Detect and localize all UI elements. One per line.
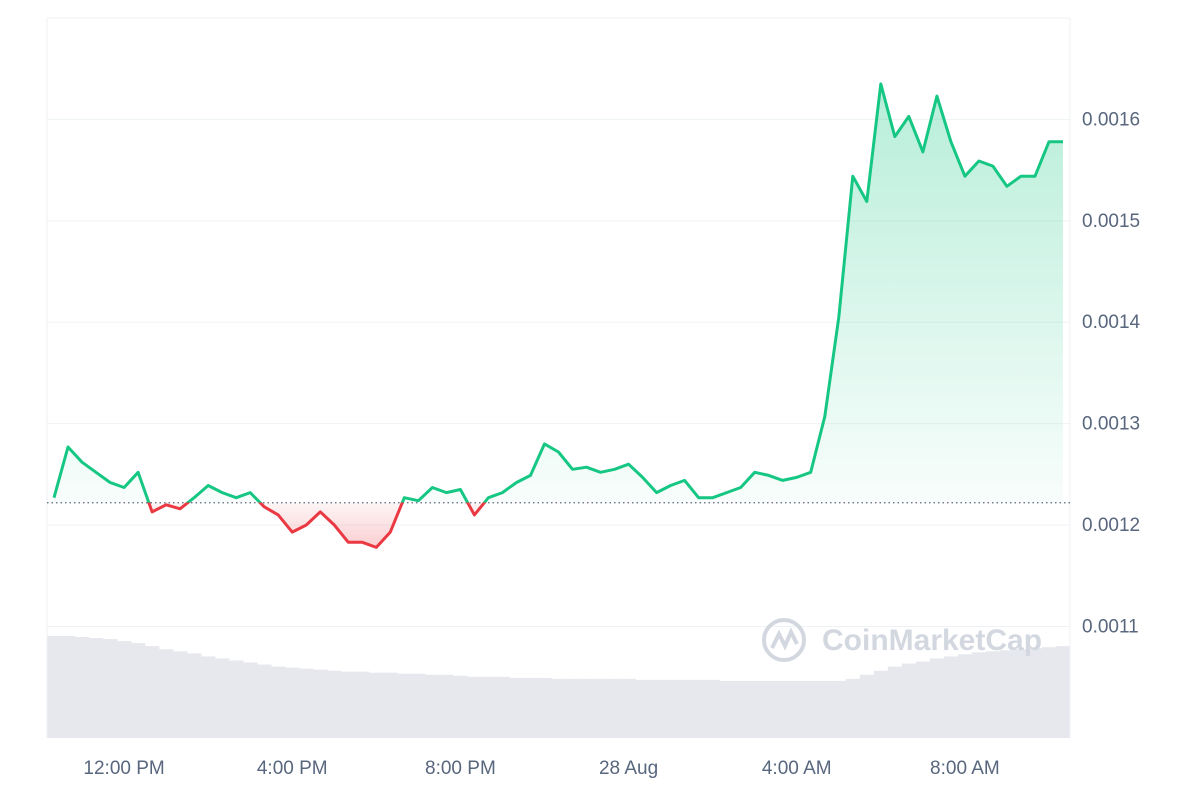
volume-bar <box>719 680 734 738</box>
volume-bar <box>887 666 903 738</box>
volume-bar <box>509 677 524 738</box>
volume-bar <box>243 662 258 738</box>
volume-bar <box>131 643 146 738</box>
volume-bar <box>89 638 104 738</box>
volume-bar <box>831 680 847 738</box>
volume-bar <box>607 678 622 738</box>
volume-bar <box>481 676 496 738</box>
volume-bar <box>761 680 777 738</box>
x-tick-label: 4:00 AM <box>762 758 832 779</box>
volume-bar <box>383 672 398 738</box>
watermark: CoinMarketCap <box>822 624 1042 657</box>
volume-bar <box>593 678 608 738</box>
volume-bar <box>75 637 90 738</box>
volume-bar <box>201 656 216 738</box>
volume-bar <box>313 669 328 738</box>
volume-bar <box>1041 647 1057 738</box>
volume-bar <box>467 676 482 738</box>
volume-bar <box>635 679 650 738</box>
volume-bar <box>551 678 566 738</box>
volume-bar <box>649 679 664 738</box>
volume-bar <box>915 661 931 738</box>
volume-bar <box>663 679 678 738</box>
x-tick-label: 28 Aug <box>599 758 658 779</box>
volume-bar <box>159 649 174 738</box>
volume-bar <box>775 680 791 738</box>
volume-bar <box>1027 648 1043 738</box>
y-tick-label: 0.0012 <box>1082 515 1140 536</box>
volume-bar <box>145 646 160 738</box>
volume-bar <box>439 674 454 738</box>
volume-bar <box>677 679 692 738</box>
volume-bar <box>985 651 1001 738</box>
x-tick-label: 8:00 PM <box>425 758 496 779</box>
volume-bar <box>299 668 314 738</box>
y-tick-label: 0.0014 <box>1082 312 1141 333</box>
volume-bar <box>943 656 959 738</box>
volume-bar <box>327 670 342 738</box>
volume-bar <box>565 678 580 738</box>
volume-bar <box>229 660 244 738</box>
volume-bar <box>1013 649 1029 738</box>
volume-bar <box>103 639 118 738</box>
volume-bar <box>537 677 552 738</box>
volume-bar <box>957 654 973 738</box>
volume-bar <box>523 677 538 738</box>
volume-bar <box>215 658 230 738</box>
volume-bar <box>845 678 861 738</box>
volume-bar <box>873 670 889 738</box>
x-tick-label: 12:00 PM <box>83 758 164 779</box>
volume-bar <box>495 676 510 738</box>
volume-bar <box>355 671 370 738</box>
volume-bar <box>61 636 76 738</box>
volume-bar <box>397 673 412 738</box>
volume-bar <box>929 658 945 738</box>
y-tick-label: 0.0016 <box>1082 109 1140 130</box>
volume-bar <box>453 675 468 738</box>
y-tick-label: 0.0015 <box>1082 211 1140 232</box>
volume-bar <box>411 673 426 738</box>
volume-bar <box>47 636 62 738</box>
volume-bar <box>803 680 819 738</box>
volume-bar <box>187 653 202 738</box>
volume-bar <box>999 650 1015 738</box>
volume-bar <box>285 667 300 738</box>
y-tick-label: 0.0013 <box>1082 414 1140 435</box>
volume-bar <box>341 671 356 738</box>
volume-bar <box>257 664 272 738</box>
volume-bar <box>971 652 987 738</box>
y-tick-label: 0.0011 <box>1082 616 1139 637</box>
volume-bar <box>691 679 706 738</box>
volume-bar <box>705 679 720 738</box>
watermark-logo <box>762 618 806 662</box>
volume-bar <box>817 680 833 738</box>
volume-bar <box>425 674 440 738</box>
volume-bar <box>747 680 762 738</box>
volume-bar <box>1055 646 1071 738</box>
volume-bar <box>271 666 286 738</box>
volume-bar <box>859 674 875 738</box>
price-line <box>52 82 1063 549</box>
x-tick-label: 4:00 PM <box>257 758 328 779</box>
volume-bar <box>733 680 748 738</box>
volume-bar <box>369 672 384 738</box>
volume-bar <box>901 663 917 738</box>
volume-bar <box>117 641 132 738</box>
volume-bar <box>579 678 594 738</box>
volume-bar <box>621 678 636 738</box>
price-area <box>54 83 1063 548</box>
volume-bar <box>173 651 188 738</box>
x-tick-label: 8:00 AM <box>930 758 1000 779</box>
volume-bar <box>789 680 805 738</box>
